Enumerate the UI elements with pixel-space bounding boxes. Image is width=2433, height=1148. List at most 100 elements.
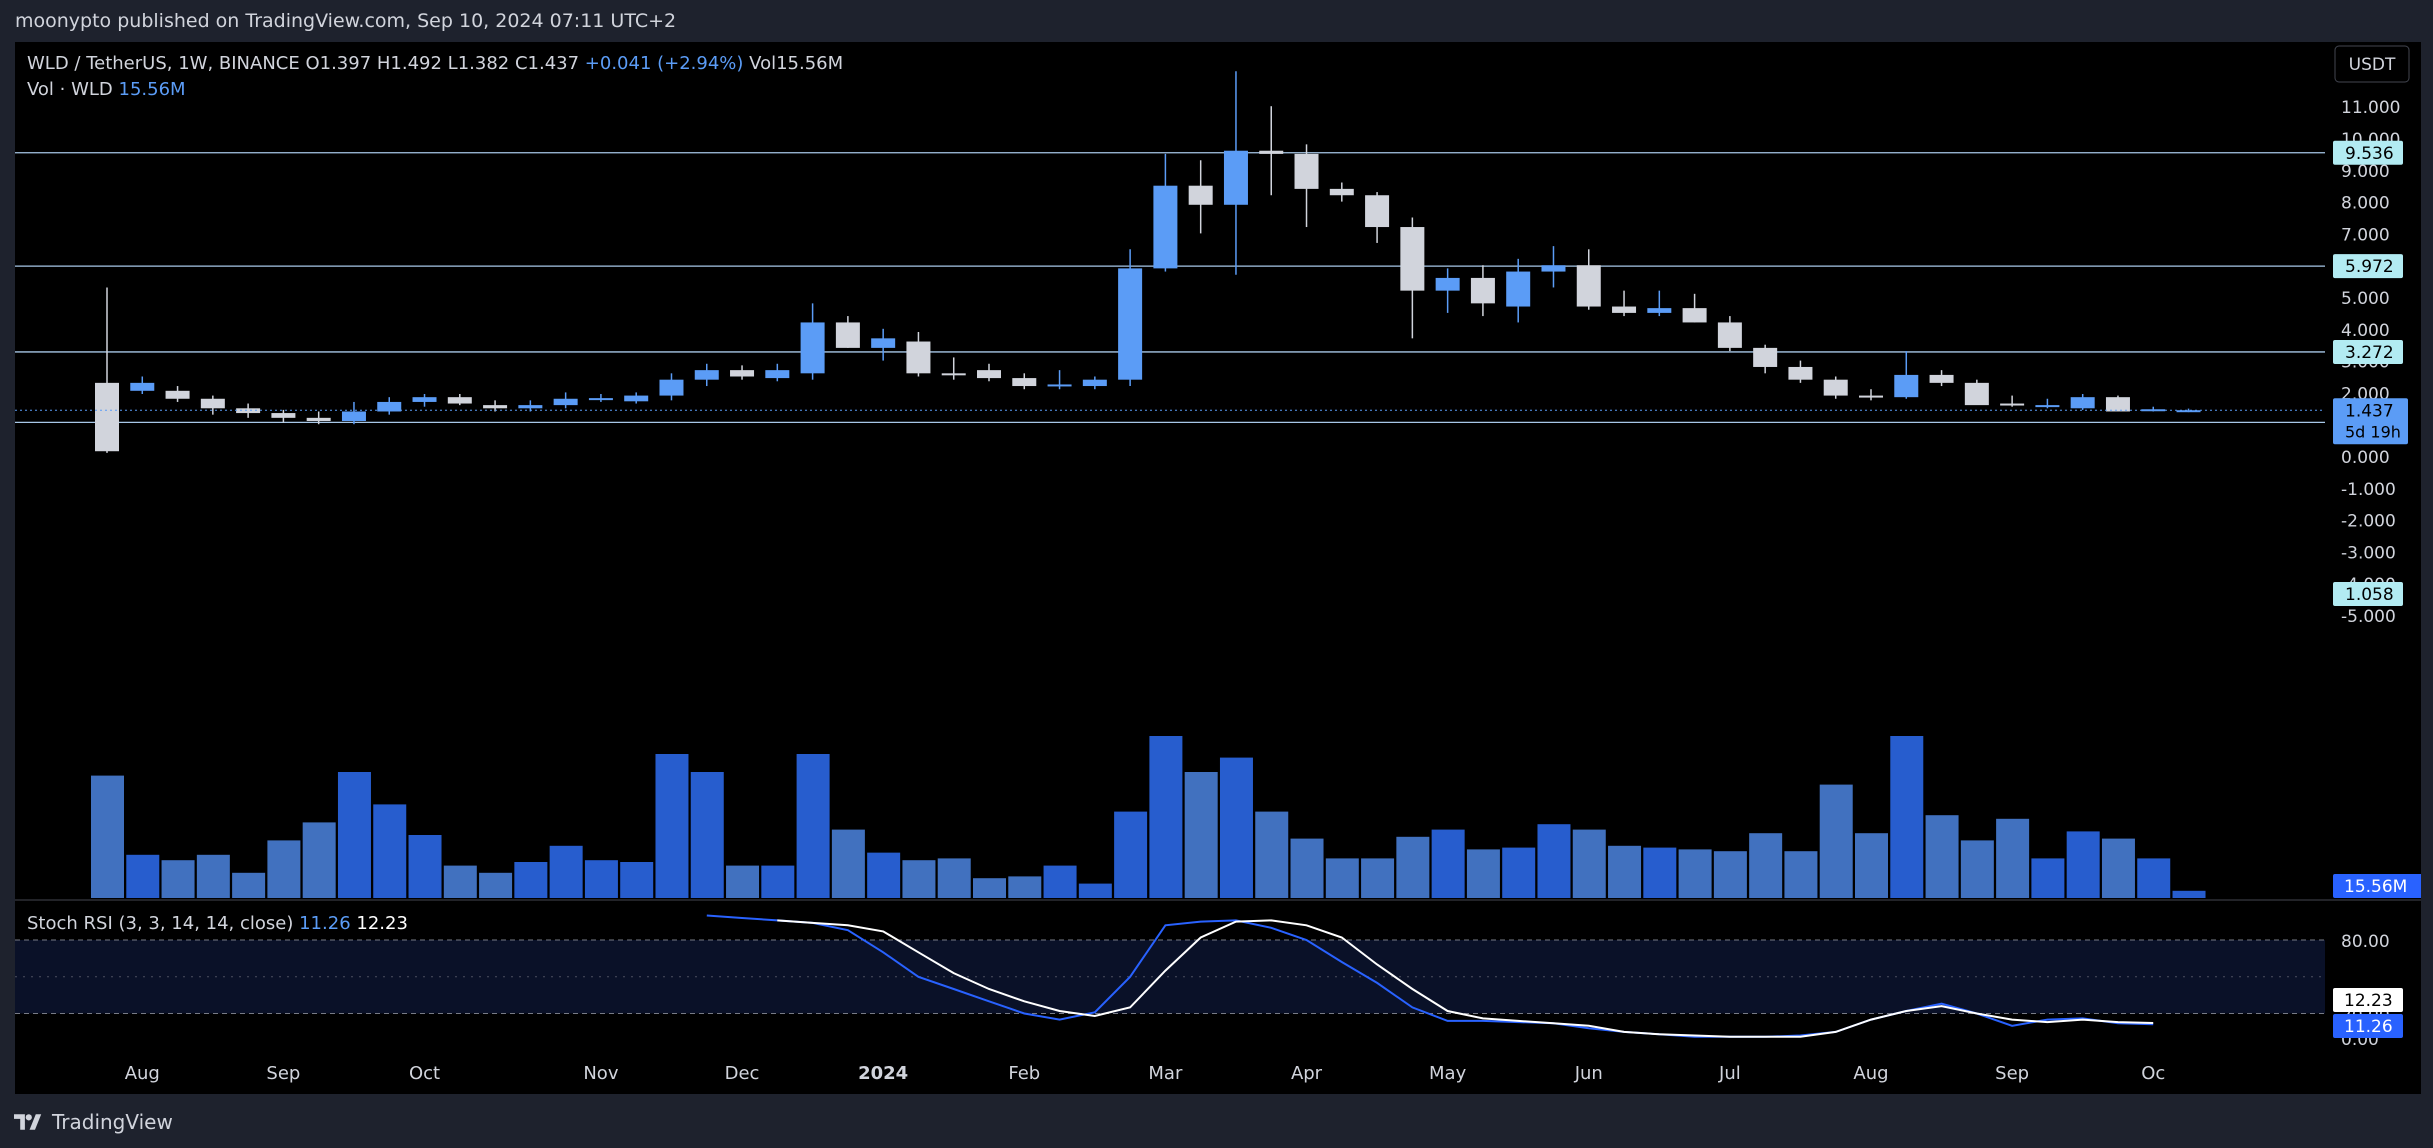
candle-body	[1365, 195, 1390, 228]
price-tick-label: -5.000	[2341, 607, 2396, 627]
price-tick-label: 7.000	[2341, 225, 2390, 245]
candle-body	[2070, 397, 2095, 409]
volume-bar	[1078, 883, 1112, 898]
volume-bar	[1361, 858, 1395, 898]
volume-bar	[161, 860, 195, 898]
legend-value: C1.437	[515, 53, 585, 74]
volume-badge-label: 15.56M	[2344, 877, 2407, 897]
candle-body	[1259, 150, 1284, 154]
level-badge	[2333, 254, 2403, 279]
volume-bar	[726, 865, 760, 898]
volume-bar	[1572, 829, 1606, 898]
candle-body	[588, 398, 613, 401]
candle-body	[1329, 188, 1354, 196]
symbol-legend: WLD / TetherUS, 1W, BINANCE O1.397 H1.49…	[27, 53, 843, 74]
candle-body	[1223, 150, 1248, 205]
candle-body	[1294, 153, 1319, 189]
tradingview-logo-icon	[14, 1114, 42, 1130]
candle-body	[2141, 409, 2166, 412]
volume-badge	[2333, 874, 2421, 898]
x-axis-label: May	[1429, 1063, 1467, 1084]
volume-bar	[196, 854, 230, 898]
volume-bar	[302, 822, 336, 898]
candle-body	[871, 338, 896, 348]
volume-bar	[1149, 736, 1183, 898]
last-price-badge	[2333, 398, 2408, 445]
currency-button-label: USDT	[2349, 55, 2396, 75]
price-tick-label: 9.000	[2341, 162, 2390, 182]
price-tick-label: 8.000	[2341, 194, 2390, 214]
volume-bar	[902, 860, 936, 898]
candle-body	[1470, 277, 1495, 304]
volume-bar	[373, 804, 407, 898]
volume-bar	[867, 852, 901, 898]
candle-body	[1153, 185, 1178, 269]
candle-body	[1717, 322, 1742, 348]
volume-bar	[1466, 849, 1500, 898]
volume-bar	[937, 858, 971, 898]
volume-bar	[2137, 858, 2171, 898]
candle-body	[1576, 265, 1601, 307]
candle-body	[1964, 382, 1989, 406]
stoch-k-badge-label: 11.26	[2344, 1017, 2393, 1037]
legend-value: Stoch RSI (3, 3, 14, 14, close)	[27, 913, 299, 934]
chart-frame: USDT11.00010.0009.0008.0007.0006.0005.00…	[15, 42, 2421, 1094]
volume-bar	[1855, 833, 1888, 898]
volume-bar	[1784, 851, 1818, 898]
volume-bar	[443, 865, 477, 898]
candle-body	[1682, 308, 1707, 323]
volume-bar	[1960, 840, 1994, 898]
volume-bar	[1608, 845, 1642, 898]
volume-bar	[655, 754, 689, 898]
candle-body	[412, 397, 437, 402]
volume-bar	[690, 772, 724, 898]
candle-body	[341, 411, 366, 422]
x-axis-label: Oct	[409, 1063, 440, 1084]
volume-bar	[514, 862, 548, 898]
stoch-d-badge-label: 12.23	[2344, 991, 2393, 1011]
volume-bar	[549, 845, 583, 898]
volume-bar	[1502, 847, 1536, 898]
candle-body	[2176, 410, 2201, 413]
chart-canvas[interactable]: USDT11.00010.0009.0008.0007.0006.0005.00…	[15, 42, 2421, 1094]
legend-value: L1.382	[448, 53, 515, 74]
candle-body	[906, 341, 931, 374]
stoch-d-line	[777, 919, 2154, 1038]
volume-bar	[1325, 858, 1359, 898]
legend-value: O1.397	[305, 53, 376, 74]
candle-body	[200, 398, 225, 409]
x-axis-label: Aug	[125, 1063, 160, 1084]
volume-bar	[1219, 757, 1253, 898]
footer-brand: TradingView	[52, 1110, 173, 1134]
stoch-band	[15, 940, 2325, 1014]
level-badge	[2333, 140, 2403, 165]
publish-info: moonypto published on TradingView.com, S…	[15, 10, 677, 32]
volume-bar	[1431, 829, 1465, 898]
volume-bar	[1925, 815, 1959, 898]
legend-value: +0.041 (+2.94%)	[585, 53, 749, 74]
volume-bar	[1184, 772, 1218, 898]
volume-bar	[1678, 849, 1712, 898]
volume-bar	[1749, 833, 1783, 898]
volume-bar	[408, 835, 442, 898]
level-badge-label: 1.058	[2345, 585, 2394, 605]
legend-value: WLD / TetherUS, 1W, BINANCE	[27, 53, 305, 74]
currency-button[interactable]	[2334, 45, 2410, 83]
candle-body	[659, 379, 684, 396]
candle-body	[165, 390, 190, 399]
volume-bar	[1890, 736, 1924, 898]
volume-bar	[1043, 865, 1077, 898]
candle-body	[1012, 378, 1037, 387]
candle-body	[1188, 185, 1213, 205]
price-tick-label: 5.000	[2341, 289, 2390, 309]
stoch-legend: Stoch RSI (3, 3, 14, 14, close) 11.26 12…	[27, 913, 408, 934]
candle-body	[1788, 366, 1813, 380]
volume-bar	[1819, 784, 1853, 898]
candle-body	[553, 398, 578, 406]
x-axis-label: Mar	[1148, 1063, 1183, 1084]
volume-bar	[1114, 811, 1148, 898]
candle-body	[271, 413, 296, 418]
candle-body	[1612, 306, 1637, 313]
x-axis-label: Apr	[1291, 1063, 1323, 1084]
volume-bar	[831, 829, 865, 898]
